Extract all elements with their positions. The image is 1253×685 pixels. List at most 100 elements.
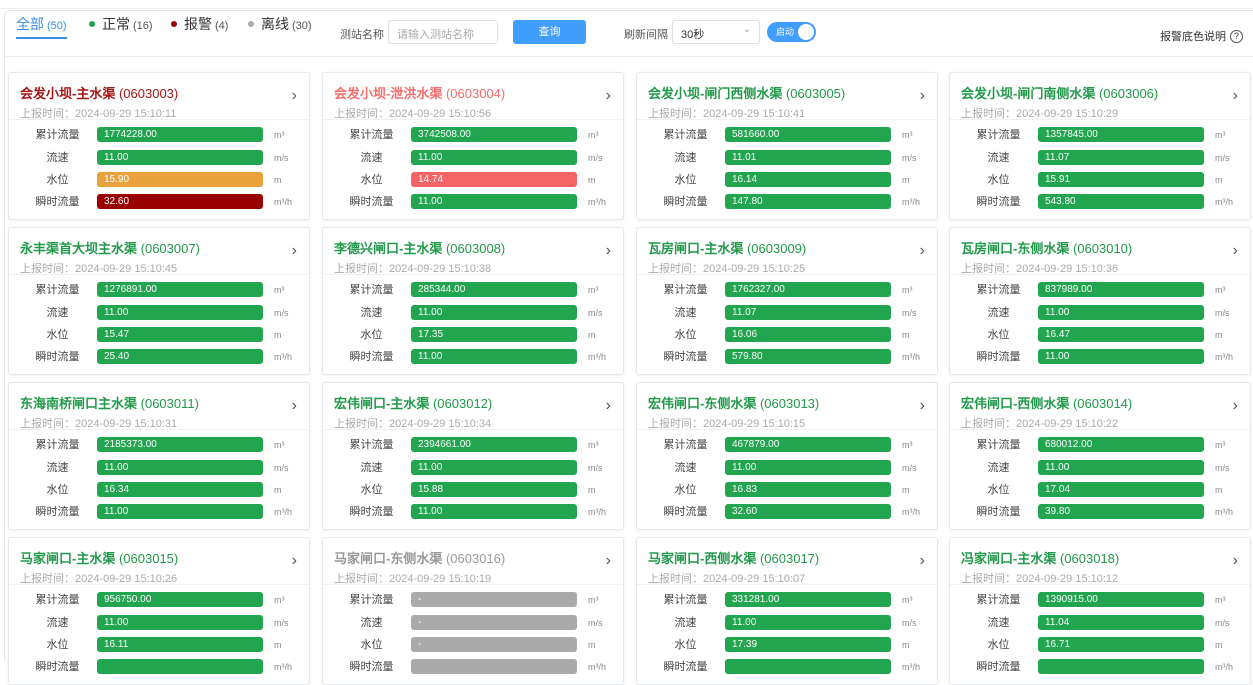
tab-offline[interactable]: 离线 (30) xyxy=(248,14,312,36)
station-title[interactable]: 永丰渠首大坝主水渠 (0603007) xyxy=(20,238,309,257)
station-card[interactable]: 会发小坝-闸门西侧水渠 (0603005) 上报时间：2024-09-29 15… xyxy=(636,72,938,220)
chevron-right-icon[interactable]: › xyxy=(605,242,611,259)
report-time-label: 上报时间： xyxy=(334,108,389,120)
chevron-right-icon[interactable]: › xyxy=(919,87,925,104)
chevron-right-icon[interactable]: › xyxy=(919,397,925,414)
metric-unit: m/s xyxy=(902,463,917,473)
station-name: 会发小坝-主水渠 xyxy=(20,86,116,101)
station-card[interactable]: 宏伟闸口-东侧水渠 (0603013) 上报时间：2024-09-29 15:1… xyxy=(636,382,938,530)
station-title[interactable]: 马家闸口-主水渠 (0603015) xyxy=(20,548,309,567)
auto-refresh-toggle[interactable]: 启动 xyxy=(767,22,816,42)
chevron-right-icon[interactable]: › xyxy=(291,242,297,259)
query-button[interactable]: 查询 xyxy=(513,20,586,44)
metric-value: 2185373.00 xyxy=(97,437,263,452)
metric-value: - xyxy=(411,615,577,630)
metric-value: 11.00 xyxy=(1038,349,1204,364)
tab-alarm[interactable]: 报警 (4) xyxy=(171,14,228,36)
station-card[interactable]: 冯家闸口-主水渠 (0603018) 上报时间：2024-09-29 15:10… xyxy=(949,537,1251,685)
metric-label: 流速 xyxy=(674,617,697,629)
station-card[interactable]: 会发小坝-泄洪水渠 (0603004) 上报时间：2024-09-29 15:1… xyxy=(322,72,624,220)
station-title[interactable]: 瓦房闸口-主水渠 (0603009) xyxy=(648,238,937,257)
station-card[interactable]: 会发小坝-主水渠 (0603003) 上报时间：2024-09-29 15:10… xyxy=(8,72,310,220)
metric-value: 837989.00 xyxy=(1038,282,1204,297)
station-title[interactable]: 会发小坝-闸门南侧水渠 (0603006) xyxy=(961,83,1250,102)
station-title[interactable]: 东海南桥闸口主水渠 (0603011) xyxy=(20,393,309,412)
metric-label: 流速 xyxy=(46,617,69,629)
status-dot-icon xyxy=(171,21,177,27)
metric-unit: m xyxy=(1215,330,1223,340)
metric-label: 流速 xyxy=(360,617,383,629)
metric-label: 累计流量 xyxy=(976,284,1021,296)
station-title[interactable]: 宏伟闸口-西侧水渠 (0603014) xyxy=(961,393,1250,412)
station-card[interactable]: 马家闸口-西侧水渠 (0603017) 上报时间：2024-09-29 15:1… xyxy=(636,537,938,685)
metric-label: 瞬时流量 xyxy=(976,506,1021,518)
station-title[interactable]: 李德兴闸口-主水渠 (0603008) xyxy=(334,238,623,257)
station-title[interactable]: 会发小坝-主水渠 (0603003) xyxy=(20,83,309,102)
chevron-right-icon[interactable]: › xyxy=(605,87,611,104)
metric-unit: m/s xyxy=(274,618,289,628)
station-title[interactable]: 会发小坝-泄洪水渠 (0603004) xyxy=(334,83,623,102)
tab-normal[interactable]: 正常 (16) xyxy=(89,14,153,36)
metric-unit: m³ xyxy=(274,440,285,450)
metric-unit: m³/h xyxy=(1215,507,1233,517)
station-card[interactable]: 马家闸口-主水渠 (0603015) 上报时间：2024-09-29 15:10… xyxy=(8,537,310,685)
metric-unit: m/s xyxy=(902,308,917,318)
station-name: 永丰渠首大坝主水渠 xyxy=(20,241,138,256)
metric-unit: m³ xyxy=(588,130,599,140)
report-time-label: 上报时间： xyxy=(334,573,389,585)
station-title[interactable]: 马家闸口-东侧水渠 (0603016) xyxy=(334,548,623,567)
metric-label: 瞬时流量 xyxy=(349,196,394,208)
metric-label: 流速 xyxy=(674,152,697,164)
report-time-label: 上报时间： xyxy=(961,573,1016,585)
alarm-color-help[interactable]: 报警底色说明? xyxy=(1160,28,1243,44)
station-card[interactable]: 永丰渠首大坝主水渠 (0603007) 上报时间：2024-09-29 15:1… xyxy=(8,227,310,375)
chevron-right-icon[interactable]: › xyxy=(1232,87,1238,104)
help-label: 报警底色说明 xyxy=(1160,31,1226,43)
station-title[interactable]: 宏伟闸口-东侧水渠 (0603013) xyxy=(648,393,937,412)
station-card[interactable]: 宏伟闸口-西侧水渠 (0603014) 上报时间：2024-09-29 15:1… xyxy=(949,382,1251,530)
metric-value: 25.40 xyxy=(97,349,263,364)
station-card[interactable]: 马家闸口-东侧水渠 (0603016) 上报时间：2024-09-29 15:1… xyxy=(322,537,624,685)
station-code: (0603009) xyxy=(746,241,807,256)
station-title[interactable]: 瓦房闸口-东侧水渠 (0603010) xyxy=(961,238,1250,257)
metric-label: 流速 xyxy=(987,462,1010,474)
station-title[interactable]: 冯家闸口-主水渠 (0603018) xyxy=(961,548,1250,567)
chevron-right-icon[interactable]: › xyxy=(1232,242,1238,259)
station-card[interactable]: 宏伟闸口-主水渠 (0603012) 上报时间：2024-09-29 15:10… xyxy=(322,382,624,530)
metric-label: 瞬时流量 xyxy=(349,661,394,673)
station-title[interactable]: 宏伟闸口-主水渠 (0603012) xyxy=(334,393,623,412)
metric-unit: m/s xyxy=(588,308,603,318)
chevron-right-icon[interactable]: › xyxy=(1232,397,1238,414)
station-card[interactable]: 李德兴闸口-主水渠 (0603008) 上报时间：2024-09-29 15:1… xyxy=(322,227,624,375)
chevron-right-icon[interactable]: › xyxy=(605,397,611,414)
metric-value: 543.80 xyxy=(1038,194,1204,209)
card-header: 会发小坝-闸门南侧水渠 (0603006) 上报时间：2024-09-29 15… xyxy=(950,73,1250,120)
station-card[interactable]: 会发小坝-闸门南侧水渠 (0603006) 上报时间：2024-09-29 15… xyxy=(949,72,1251,220)
chevron-right-icon[interactable]: › xyxy=(291,87,297,104)
metric-value: 16.47 xyxy=(1038,327,1204,342)
chevron-right-icon[interactable]: › xyxy=(291,397,297,414)
chevron-right-icon[interactable]: › xyxy=(1232,552,1238,569)
tab-all[interactable]: 全部 (50) xyxy=(16,14,67,39)
metric-unit: m³/h xyxy=(588,197,606,207)
station-card[interactable]: 东海南桥闸口主水渠 (0603011) 上报时间：2024-09-29 15:1… xyxy=(8,382,310,530)
metric-row: 瞬时流量 11.00 m³/h xyxy=(323,194,623,210)
metric-value: 14.74 xyxy=(411,172,577,187)
refresh-interval-select[interactable]: 30秒 ⌄ xyxy=(672,20,760,44)
station-card[interactable]: 瓦房闸口-东侧水渠 (0603010) 上报时间：2024-09-29 15:1… xyxy=(949,227,1251,375)
metric-unit: m³/h xyxy=(902,352,920,362)
report-time: 上报时间：2024-09-29 15:10:36 xyxy=(961,260,1250,276)
chevron-right-icon[interactable]: › xyxy=(919,242,925,259)
station-card[interactable]: 瓦房闸口-主水渠 (0603009) 上报时间：2024-09-29 15:10… xyxy=(636,227,938,375)
metric-value: 1762327.00 xyxy=(725,282,891,297)
station-name-input[interactable]: 请输入测站名称 xyxy=(388,20,498,44)
metric-value: 467879.00 xyxy=(725,437,891,452)
chevron-right-icon[interactable]: › xyxy=(291,552,297,569)
chevron-right-icon[interactable]: › xyxy=(605,552,611,569)
chevron-right-icon[interactable]: › xyxy=(919,552,925,569)
metric-unit: m/s xyxy=(588,463,603,473)
metric-label: 累计流量 xyxy=(349,594,394,606)
metric-label: 瞬时流量 xyxy=(663,506,708,518)
station-title[interactable]: 马家闸口-西侧水渠 (0603017) xyxy=(648,548,937,567)
station-title[interactable]: 会发小坝-闸门西侧水渠 (0603005) xyxy=(648,83,937,102)
